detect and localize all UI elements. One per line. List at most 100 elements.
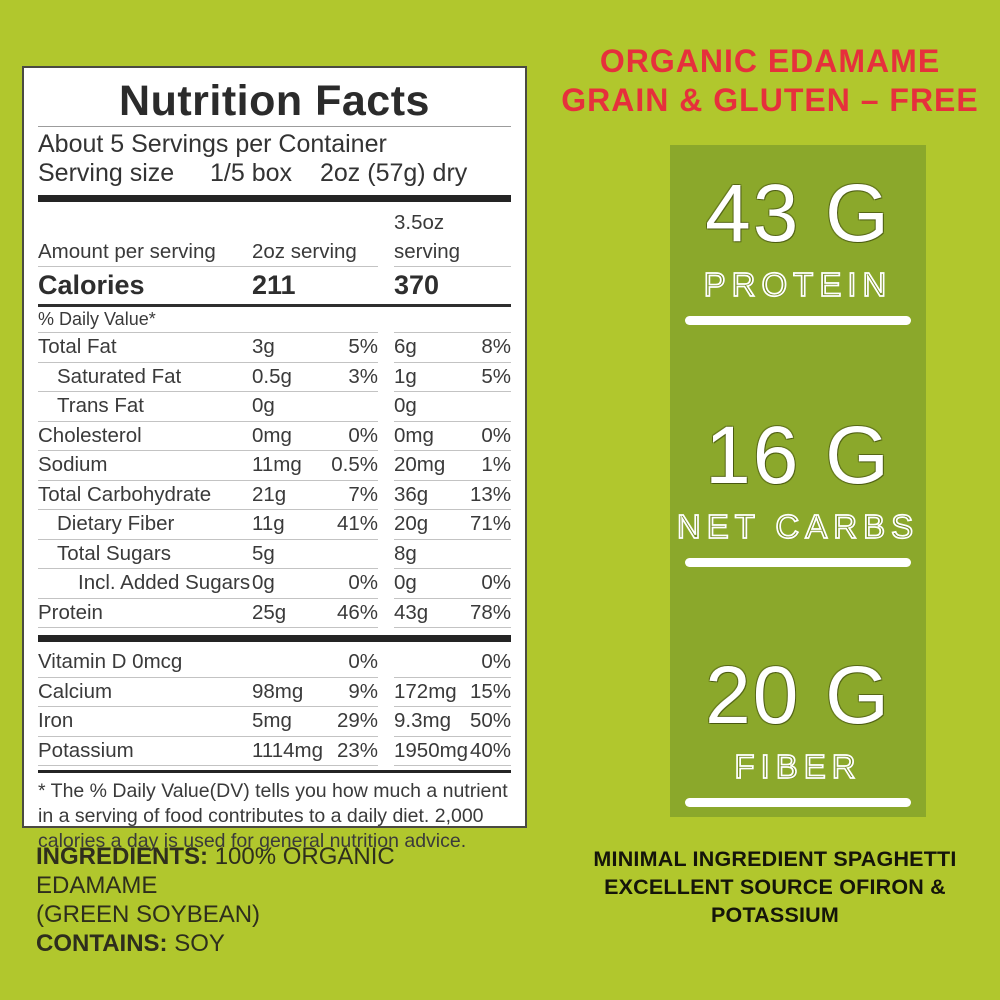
ingredients-block: INGREDIENTS: 100% ORGANIC EDAMAME (GREEN…	[36, 842, 516, 958]
nutrient-row-2oz-amount: 0g	[252, 394, 275, 417]
nutrient-row-35oz-dv-percent: 0%	[481, 571, 511, 594]
nutrient-row-35oz: 0g 0%	[394, 569, 511, 599]
separator-bar	[38, 770, 511, 773]
nutrient-rows: Total Fat 3g 5% 6g 8% Saturated Fat 0.5g 3% 1g 5%…	[38, 333, 511, 628]
nutrient-row: Total Sugars 5g 8g	[38, 540, 511, 569]
nutrient-row-label: Dietary Fiber	[38, 510, 252, 540]
nutrient-row-35oz: 20g 71%	[394, 510, 511, 540]
mineral-row-label: Iron	[38, 707, 252, 737]
nutrient-row-35oz: 0mg 0%	[394, 422, 511, 451]
nutrient-row-label: Saturated Fat	[38, 363, 252, 392]
servings-per-container: About 5 Servings per Container	[38, 130, 387, 158]
nutrient-row-2oz: 0.5g 3%	[252, 363, 378, 392]
calories-35oz-value: 370	[394, 267, 511, 307]
nutrient-row-2oz: 21g 7%	[252, 481, 378, 510]
nutrient-row-2oz-amount: 0g	[252, 571, 275, 594]
nutrient-row-2oz-amount: 3g	[252, 335, 275, 358]
protein-label: PROTEIN	[703, 265, 893, 304]
nutrient-row-2oz-amount: 0mg	[252, 423, 292, 447]
nutrient-row-2oz: 5g	[252, 540, 378, 569]
stat-net-carbs: 16 G NET CARBS	[670, 407, 926, 567]
daily-value-note: % Daily Value*	[38, 307, 252, 333]
mineral-row-2oz: 1114mg 23%	[252, 737, 378, 766]
nutrient-row-label: Cholesterol	[38, 422, 252, 451]
nutrient-row-2oz-dv-percent: 46%	[336, 600, 378, 624]
nutrient-row-2oz-amount: 25g	[252, 600, 287, 624]
nutrient-row-2oz-dv-percent: 7%	[348, 482, 378, 506]
mineral-row-35oz: 1950mg 40%	[394, 737, 511, 766]
headline-line-2: GRAIN & GLUTEN – FREE	[561, 82, 979, 118]
daily-value-note-row: % Daily Value*	[38, 307, 511, 333]
nutrient-row-35oz-amount: 0mg	[394, 423, 434, 447]
mineral-row-35oz-dv-percent: 50%	[469, 709, 511, 732]
mineral-row-2oz-dv-percent: 23%	[336, 738, 378, 762]
column-header-35oz: 3.5oz serving	[394, 208, 511, 267]
separator-bar	[38, 635, 511, 642]
mineral-row-35oz: 0%	[394, 648, 511, 678]
nutrient-row-35oz-dv-percent: 78%	[469, 600, 511, 624]
product-claims: MINIMAL INGREDIENT SPAGHETTI EXCELLENT S…	[540, 845, 1000, 929]
nutrient-row-35oz-dv-percent: 5%	[481, 364, 511, 388]
column-header-row: Amount per serving 2oz serving 3.5oz ser…	[38, 208, 511, 267]
mineral-row-35oz-amount: 172mg	[394, 679, 457, 703]
mineral-row-2oz-dv-percent: 29%	[336, 709, 378, 732]
mineral-row-label: Vitamin D 0mcg	[38, 648, 252, 678]
nutrient-row: Dietary Fiber 11g 41% 20g 71%	[38, 510, 511, 540]
macro-stats-box: 43 G PROTEIN 16 G NET CARBS 20 G FIBER	[670, 145, 926, 817]
column-header-2oz: 2oz serving	[252, 237, 378, 267]
nutrient-row-label: Sodium	[38, 451, 252, 481]
nutrient-row-35oz-amount: 1g	[394, 364, 417, 388]
mineral-row-35oz: 172mg 15%	[394, 678, 511, 707]
nutrient-row-2oz: 0g 0%	[252, 569, 378, 599]
nutrient-row: Sodium 11mg 0.5% 20mg 1%	[38, 451, 511, 481]
calories-label: Calories	[38, 267, 252, 307]
title-divider	[38, 126, 511, 127]
headline-line-1: ORGANIC EDAMAME	[599, 43, 941, 79]
mineral-row: Vitamin D 0mcg 0% 0%	[38, 648, 511, 678]
mineral-row-35oz-dv-percent: 40%	[469, 738, 511, 762]
ingredients-value: 100% ORGANIC EDAMAME	[36, 843, 395, 899]
nutrient-row-2oz: 0g	[252, 392, 378, 422]
nutrient-row-2oz-dv-percent: 3%	[348, 364, 378, 388]
contains-label: CONTAINS:	[36, 930, 168, 957]
protein-grams: 43 G	[705, 168, 891, 259]
nutrient-row-2oz-amount: 0.5g	[252, 364, 292, 388]
nutrient-row-2oz-dv-percent: 5%	[348, 335, 378, 358]
nutrient-row-35oz: 8g	[394, 540, 511, 569]
nutrient-row: Saturated Fat 0.5g 3% 1g 5%	[38, 363, 511, 392]
nutrient-row: Protein 25g 46% 43g 78%	[38, 599, 511, 628]
nutrient-row-label: Total Sugars	[38, 540, 252, 569]
net-carbs-grams: 16 G	[705, 410, 891, 501]
ingredients-value-2: (GREEN SOYBEAN)	[36, 901, 261, 928]
nutrient-row: Total Carbohydrate 21g 7% 36g 13%	[38, 481, 511, 510]
nutrient-row-35oz-amount: 43g	[394, 600, 429, 624]
contains-line: CONTAINS: SOY	[36, 929, 516, 958]
nutrient-row-label: Trans Fat	[38, 392, 252, 422]
nutrient-row-35oz-dv-percent: 1%	[481, 453, 511, 476]
nutrition-facts-panel: Nutrition Facts About 5 Servings per Con…	[22, 66, 527, 852]
ingredients-label: INGREDIENTS:	[36, 843, 209, 870]
nutrient-row-35oz: 0g	[394, 392, 511, 422]
fiber-label: FIBER	[734, 747, 862, 786]
mineral-row-35oz: 9.3mg 50%	[394, 707, 511, 737]
nutrient-row-2oz-dv-percent: 0%	[348, 571, 378, 594]
nutrient-row-2oz-dv-percent: 41%	[336, 512, 378, 535]
product-headline: ORGANIC EDAMAME GRAIN & GLUTEN – FREE	[540, 42, 1000, 120]
nutrient-row-35oz: 6g 8%	[394, 333, 511, 363]
net-carbs-label: NET CARBS	[676, 507, 920, 546]
mineral-row-35oz-dv-percent: 15%	[469, 679, 511, 703]
nutrient-row-35oz: 1g 5%	[394, 363, 511, 392]
serving-size-qty: 1/5 box	[210, 159, 293, 187]
nutrient-row-35oz: 36g 13%	[394, 481, 511, 510]
mineral-row-2oz-amount: 5mg	[252, 709, 292, 732]
nutrient-row-35oz-amount: 20g	[394, 512, 429, 535]
calories-row: Calories 211 370	[38, 267, 511, 307]
mineral-row-2oz-dv-percent: 0%	[348, 650, 378, 673]
serving-size-label: Serving size	[38, 159, 175, 187]
mineral-row: Calcium 98mg 9% 172mg 15%	[38, 678, 511, 707]
nutrient-row: Incl. Added Sugars 0g 0% 0g 0%	[38, 569, 511, 599]
nutrient-row-35oz: 20mg 1%	[394, 451, 511, 481]
serving-size-weight: 2oz (57g) dry	[320, 159, 468, 187]
nutrient-row-2oz-amount: 5g	[252, 541, 275, 565]
claim-line-1: MINIMAL INGREDIENT SPAGHETTI	[593, 847, 957, 871]
